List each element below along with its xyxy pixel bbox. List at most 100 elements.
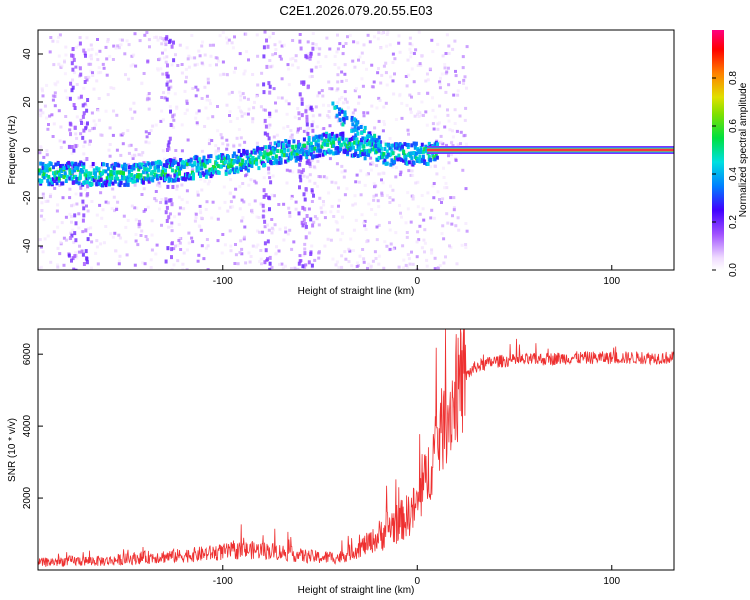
spectrogram-cell bbox=[214, 149, 218, 153]
spectrogram-cell bbox=[401, 244, 405, 248]
spectrogram-cell bbox=[172, 158, 176, 163]
spectrogram-cell bbox=[75, 136, 79, 140]
spectrogram-cell bbox=[186, 138, 190, 142]
spectrogram-cell bbox=[278, 40, 282, 44]
spectrogram-cell bbox=[405, 161, 409, 166]
spectrogram-cell bbox=[317, 256, 321, 260]
spectrogram-cell bbox=[407, 132, 410, 136]
spectrogram-cell bbox=[363, 125, 367, 130]
spectrogram-cell bbox=[144, 235, 148, 238]
spectrogram-cell bbox=[297, 117, 301, 121]
spectrogram-cell bbox=[272, 161, 276, 165]
spectrogram-cell bbox=[268, 123, 272, 127]
spectrogram-cell bbox=[343, 193, 347, 197]
spectrogram-cell bbox=[197, 109, 201, 113]
spectrogram-cell bbox=[446, 66, 450, 70]
spectrogram-cell bbox=[384, 61, 388, 65]
spectrogram-cell bbox=[315, 125, 319, 129]
spectrogram-cell bbox=[304, 235, 308, 240]
spectrogram-cell bbox=[335, 50, 339, 54]
spectrogram-cell bbox=[312, 220, 316, 224]
spectrogram-cell bbox=[47, 123, 50, 126]
spectrogram-cell bbox=[41, 250, 45, 254]
spectrogram-cell bbox=[422, 218, 426, 222]
spectrogram-cell bbox=[85, 180, 89, 185]
spectrogram-cell bbox=[187, 54, 191, 58]
spectrogram-cell bbox=[253, 100, 256, 104]
spectrogram-cell bbox=[177, 223, 181, 226]
spectrogram-cell bbox=[154, 123, 158, 127]
spectrogram-cell bbox=[82, 86, 86, 90]
spectrogram-cell bbox=[165, 74, 169, 79]
spectrogram-cell bbox=[322, 175, 326, 179]
spectrogram-cell bbox=[338, 42, 342, 46]
spectrogram-cell bbox=[451, 47, 455, 51]
spectrogram-cell bbox=[59, 125, 63, 129]
spectrogram-cell bbox=[208, 180, 211, 183]
spectrogram-cell bbox=[350, 142, 354, 147]
spectrogram-cell bbox=[108, 182, 111, 187]
spectrogram-cell bbox=[368, 131, 372, 136]
spectrogram-cell bbox=[54, 162, 58, 167]
spectrogram-cell bbox=[64, 115, 68, 118]
spectrogram-cell bbox=[57, 178, 61, 183]
spectrogram-cell bbox=[170, 255, 173, 260]
spectrogram-cell bbox=[118, 183, 122, 188]
spectrogram-cell bbox=[280, 44, 284, 48]
spectrogram-cell bbox=[298, 185, 301, 190]
spectrogram-cell bbox=[92, 126, 96, 130]
spectrogram-cell bbox=[318, 196, 322, 200]
spectrogram-cell bbox=[268, 261, 272, 266]
spectrogram-cell bbox=[431, 184, 435, 188]
spectrogram-cell bbox=[112, 165, 116, 170]
spectrogram-cell bbox=[352, 117, 356, 122]
spectrogram-cell bbox=[287, 83, 291, 87]
spectrogram-cell bbox=[319, 148, 323, 153]
spectrogram-cell bbox=[180, 123, 184, 127]
spectrogram-cell bbox=[99, 70, 103, 74]
spectrogram-cell bbox=[140, 193, 144, 196]
spectrogram-cell bbox=[363, 183, 367, 187]
spectrogram-cell bbox=[347, 260, 351, 264]
spectrogram-cell bbox=[137, 222, 141, 226]
spectrogram-cell bbox=[294, 158, 298, 163]
spectrogram-cell bbox=[345, 116, 349, 121]
spectrogram-cell bbox=[285, 153, 289, 158]
spectrogram-cell bbox=[73, 231, 77, 236]
spectrogram-cell bbox=[306, 85, 310, 90]
spectrogram-cell bbox=[301, 223, 305, 228]
spectrogram-cell bbox=[304, 224, 308, 229]
spectrogram-cell bbox=[228, 114, 231, 117]
spectrogram-cell bbox=[362, 111, 366, 115]
spectrogram-cell bbox=[226, 209, 230, 213]
spectrogram-cell bbox=[46, 178, 50, 183]
spectrogram-cell bbox=[450, 141, 453, 145]
spectrogram-cell bbox=[428, 158, 432, 163]
spectrogram-cell bbox=[234, 243, 237, 246]
spectrogram-cell bbox=[201, 159, 205, 164]
spectrogram-cell bbox=[251, 73, 255, 76]
spectrogram-cell bbox=[165, 55, 169, 59]
spectrogram-cell bbox=[389, 242, 393, 246]
spectrogram-cell bbox=[332, 140, 336, 145]
spectrogram-cell bbox=[38, 151, 42, 155]
spectrogram-cell bbox=[330, 138, 334, 143]
spectrogram-cell bbox=[255, 215, 259, 219]
spectrogram-cell bbox=[154, 35, 158, 39]
spectrogram-cell bbox=[59, 164, 62, 168]
spectrogram-cell bbox=[246, 112, 250, 116]
spectrogram-cell bbox=[438, 86, 442, 90]
spectrogram-cell bbox=[89, 69, 93, 73]
spectrogram-cell bbox=[146, 173, 150, 178]
spectrogram-cell bbox=[398, 50, 402, 54]
spectrogram-cell bbox=[355, 141, 359, 146]
spectrogram-cell bbox=[149, 258, 153, 262]
spectrogram-cell bbox=[144, 208, 147, 212]
spectrogram-cell bbox=[340, 79, 344, 83]
spectrogram-cell bbox=[170, 268, 174, 270]
spectrogram-cell bbox=[441, 142, 445, 146]
spectrogram-cell bbox=[430, 248, 434, 252]
spectrogram-cell bbox=[278, 54, 282, 58]
spectrogram-cell bbox=[268, 111, 272, 116]
